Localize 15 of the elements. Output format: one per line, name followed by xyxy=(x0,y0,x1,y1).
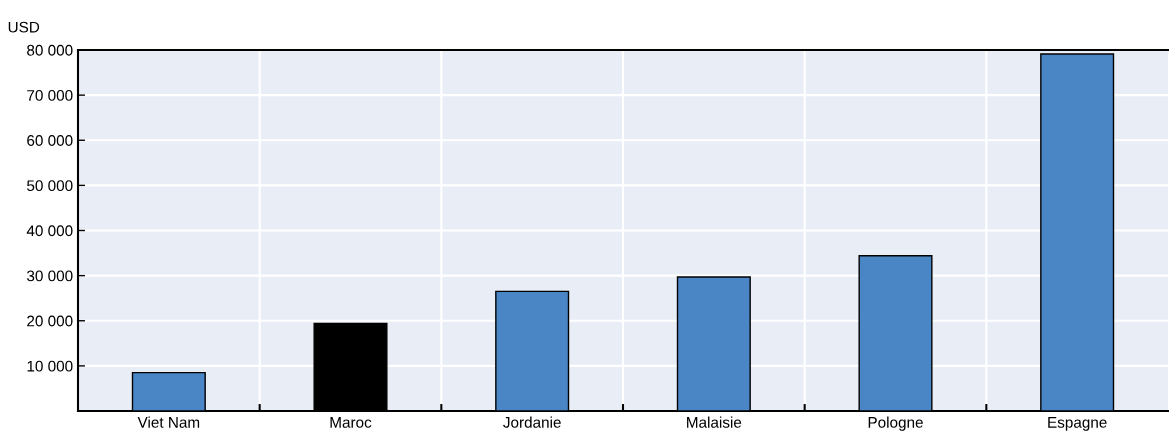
y-tick-label: 80 000 xyxy=(27,44,73,56)
y-tick-label: 10 000 xyxy=(27,360,73,372)
y-tick-label: 70 000 xyxy=(27,89,73,101)
y-tick-label: 60 000 xyxy=(27,135,73,146)
y-axis-title: USD xyxy=(8,21,40,33)
y-tick-label: 30 000 xyxy=(27,270,73,282)
x-tick-label: Pologne xyxy=(868,416,923,431)
x-tick-label: Maroc xyxy=(330,417,372,428)
x-tick-label: Malaisie xyxy=(687,416,742,428)
y-tick-label: 40 000 xyxy=(26,225,73,237)
y-tick-label: 20 000 xyxy=(27,315,73,327)
x-tick-label: Viet Nam xyxy=(137,416,200,428)
x-tick-label: Espagne xyxy=(1048,417,1107,431)
x-tick-label: Jordanie xyxy=(503,416,561,428)
y-tick-label: 50 000 xyxy=(27,180,73,192)
